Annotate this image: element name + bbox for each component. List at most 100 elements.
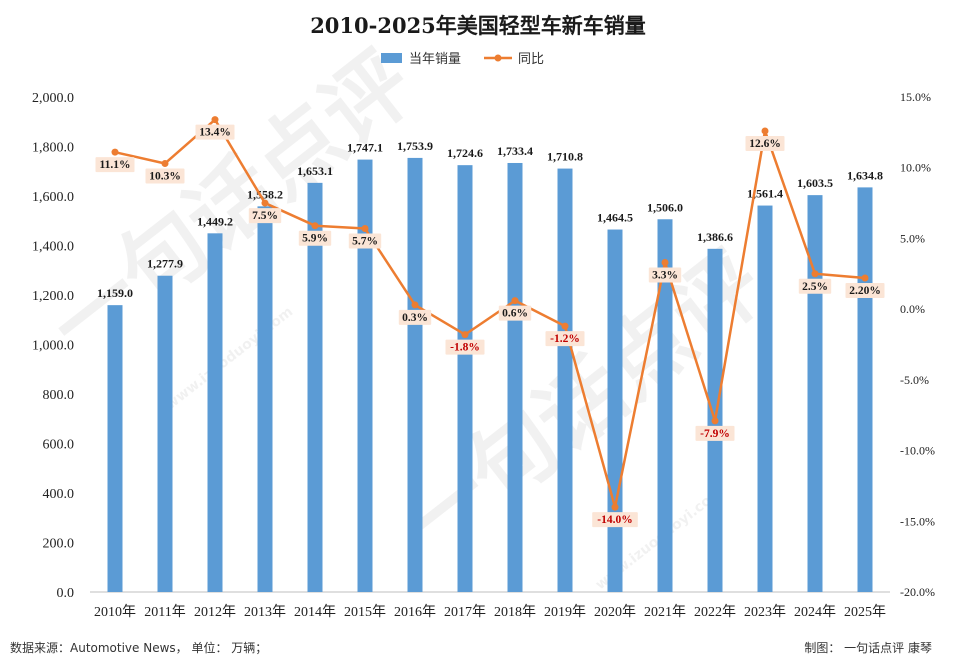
x-tick-label: 2024年: [794, 604, 836, 620]
y-left-tick-label: 0.0: [57, 586, 75, 601]
x-tick-label: 2015年: [344, 604, 386, 620]
y-left-tick-label: 1,000.0: [32, 339, 74, 354]
x-tick-label: 2013年: [244, 604, 286, 620]
bar-value-label: 1,277.9: [147, 257, 183, 271]
yoy-label-bg: [498, 305, 532, 321]
yoy-marker: [661, 258, 669, 266]
yoy-label-bg: [298, 230, 332, 246]
chart-title: 2010-2025年美国轻型车新车销量: [310, 13, 646, 38]
legend-bar-label: 当年销量: [409, 52, 461, 67]
yoy-value-label: -1.2%: [550, 333, 580, 345]
bar-value-label: 1,159.0: [97, 286, 133, 300]
bar-value-label: 1,386.6: [697, 230, 733, 244]
yoy-marker: [711, 417, 719, 425]
yoy-value-label: 5.9%: [302, 233, 328, 245]
yoy-label-bg: [145, 168, 185, 184]
bar: [807, 195, 823, 593]
yoy-label-bg: [798, 278, 832, 294]
yoy-value-label: 2.5%: [802, 281, 828, 293]
yoy-label-bg: [248, 208, 282, 224]
x-tick-label: 2011年: [144, 604, 185, 620]
bar: [257, 206, 273, 592]
bar-value-label: 1,724.6: [447, 146, 483, 160]
y-left-tick-label: 1,800.0: [32, 141, 74, 156]
bar: [507, 162, 523, 592]
footer-credit: 制图： 一句话点评 康琴: [804, 640, 932, 655]
y-right-tick-label: 10.0%: [900, 161, 931, 175]
y-left-tick-label: 200.0: [43, 537, 75, 552]
y-left-tick-label: 400.0: [43, 487, 75, 502]
yoy-value-label: 13.4%: [199, 127, 231, 139]
yoy-value-label: 5.7%: [352, 236, 378, 248]
yoy-value-label: 11.1%: [100, 159, 131, 171]
watermark-url-1: www.izuoduoyi.com: [163, 304, 297, 413]
y-right-tick-label: -20.0%: [900, 585, 935, 599]
bar-value-label: 1,733.4: [497, 144, 533, 158]
yoy-marker: [361, 225, 369, 233]
yoy-value-label: 10.3%: [149, 170, 181, 182]
yoy-value-label: 12.6%: [749, 138, 781, 150]
yoy-label-bg: [445, 339, 485, 355]
footer-source: 数据来源：Automotive News， 单位： 万辆；: [10, 640, 267, 655]
yoy-marker: [561, 322, 569, 330]
yoy-marker: [261, 199, 269, 207]
yoy-line: [114, 118, 866, 509]
legend: 当年销量 同比: [381, 52, 544, 67]
y-left-tick-label: 800.0: [43, 388, 75, 403]
bar-value-label: 1,558.2: [247, 187, 283, 201]
legend-line-label: 同比: [518, 52, 544, 67]
bar-value-label: 1,449.2: [197, 214, 233, 228]
y-left-tick-label: 1,200.0: [32, 289, 74, 304]
y-right-tick-label: 15.0%: [900, 90, 931, 104]
yoy-value-label: 0.3%: [402, 312, 428, 324]
y-left-tick-label: 2,000.0: [32, 91, 74, 106]
yoy-label-bg: [845, 283, 885, 299]
y-right-tick-label: -15.0%: [900, 514, 935, 528]
line-series: [111, 116, 869, 511]
yoy-marker: [311, 222, 319, 230]
yoy-value-label: 2.20%: [849, 285, 881, 297]
yoy-value-label: -1.8%: [450, 342, 480, 354]
x-tick-label: 2018年: [494, 604, 536, 620]
y-right-tick-label: -5.0%: [900, 373, 929, 387]
bar-value-label: 1,603.5: [797, 176, 833, 190]
bar-value-label: 1,710.8: [547, 150, 583, 164]
yoy-label-bg: [398, 309, 432, 325]
yoy-marker: [161, 159, 169, 167]
yoy-label-bg: [695, 425, 735, 441]
bar: [457, 165, 473, 592]
axes: 0.0 200.0 400.0 600.0 800.0 1,000.0 1,200.0 1,4…: [32, 90, 935, 620]
yoy-label-bg: [348, 233, 382, 249]
bar-value-label: 1,634.8: [847, 168, 883, 182]
yoy-label-bg: [95, 157, 135, 173]
yoy-marker: [511, 297, 519, 305]
yoy-marker: [461, 331, 469, 339]
y-right-tick-label: 0.0%: [900, 302, 925, 316]
bar: [307, 182, 323, 592]
yoy-marker: [811, 270, 819, 278]
yoy-label-bg: [648, 267, 682, 283]
x-tick-label: 2023年: [744, 604, 786, 620]
bar: [857, 187, 873, 592]
x-tick-label: 2012年: [194, 604, 236, 620]
x-tick-label: 2017年: [444, 604, 486, 620]
yoy-marker: [761, 127, 769, 135]
bar-value-label: 1,464.5: [597, 211, 633, 225]
y-right-tick-label: -10.0%: [900, 444, 935, 458]
yoy-marker: [411, 301, 419, 309]
legend-line-marker: [494, 54, 502, 62]
x-tick-label: 2025年: [844, 604, 886, 620]
bar: [107, 305, 123, 592]
bar: [207, 233, 223, 592]
yoy-label-bg: [592, 512, 638, 528]
line-labels: 11.1% 10.3% 13.4% 7.5% 5.9% 5.7% 0.3% -1.8% 0.6%…: [95, 124, 885, 528]
bar-value-label: 1,506.0: [647, 200, 683, 214]
bar: [557, 168, 573, 592]
x-tick-label: 2022年: [694, 604, 736, 620]
x-tick-label: 2010年: [94, 604, 136, 620]
x-tick-label: 2021年: [644, 604, 686, 620]
yoy-label-bg: [195, 124, 235, 140]
x-tick-label: 2019年: [544, 604, 586, 620]
bar: [657, 219, 673, 592]
